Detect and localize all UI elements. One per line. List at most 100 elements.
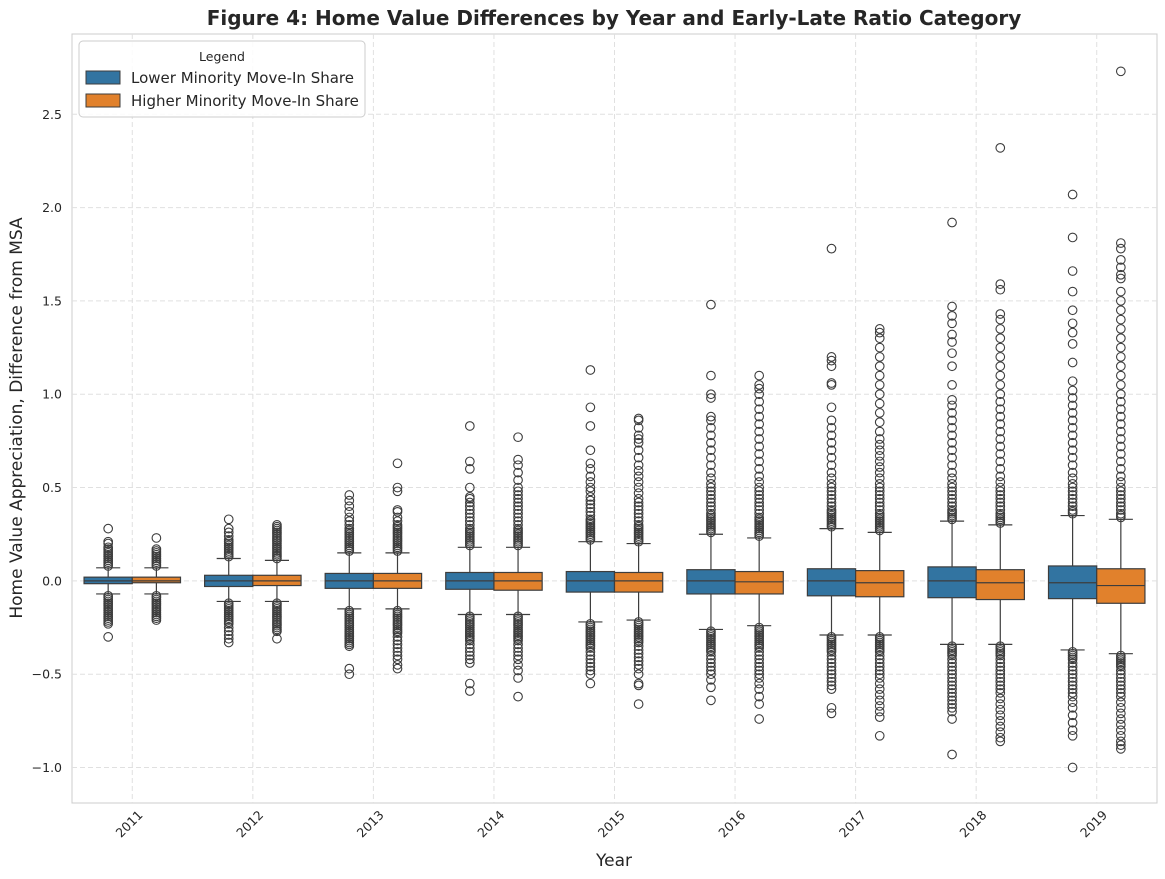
outlier-point — [826, 708, 837, 719]
outlier-point — [464, 505, 475, 515]
outlier-point — [1115, 254, 1126, 265]
outlier-point — [633, 505, 644, 515]
outlier-point — [344, 512, 355, 523]
outlier-point — [706, 411, 716, 422]
outlier-point — [995, 361, 1006, 372]
outlier-point — [874, 333, 885, 344]
outlier-point — [1115, 464, 1126, 474]
outlier-point — [826, 422, 837, 433]
outlier-point — [995, 449, 1006, 459]
outlier-point — [947, 695, 957, 706]
outlier-point — [1115, 370, 1126, 381]
outlier-point — [947, 473, 957, 484]
outlier-point — [874, 478, 885, 489]
outlier-point — [706, 478, 716, 489]
outlier-point — [995, 736, 1006, 747]
outlier-point — [585, 486, 596, 497]
outlier-point — [995, 501, 1006, 512]
outlier-point — [464, 678, 475, 689]
outlier-point — [874, 497, 885, 508]
outlier-point — [1115, 736, 1126, 747]
grid — [72, 34, 1157, 803]
outlier-point — [706, 467, 716, 478]
outlier-point — [826, 505, 837, 515]
outlier-point — [1115, 708, 1126, 719]
y-axis-ticks: −1.0 −0.5 0.0 0.5 1.0 1.5 2.0 2.5 — [32, 107, 62, 775]
outlier-point — [947, 673, 957, 683]
outlier-point — [633, 508, 644, 519]
box-lower-2017 — [806, 243, 857, 719]
outlier-point — [513, 512, 523, 523]
outlier-point — [1115, 673, 1126, 683]
outlier-point — [223, 531, 234, 541]
outlier-point — [826, 673, 837, 683]
outlier-point — [392, 660, 403, 670]
outlier-point — [1115, 66, 1126, 77]
outlier-point — [826, 430, 837, 441]
outlier-point — [706, 430, 716, 441]
outlier-point — [826, 654, 837, 665]
outlier-point — [995, 727, 1006, 737]
outlier-point — [1067, 482, 1078, 493]
outlier-point — [874, 661, 885, 672]
outlier-point — [1067, 684, 1078, 694]
outlier-point — [633, 656, 644, 666]
outlier-point — [1067, 385, 1078, 396]
outlier-point — [585, 506, 596, 517]
outlier-point — [1067, 665, 1078, 676]
outlier-point — [1115, 661, 1126, 672]
outlier-point — [223, 637, 234, 648]
outlier-point — [995, 490, 1006, 500]
outlier-point — [1115, 419, 1126, 429]
outlier-point — [754, 646, 765, 657]
outlier-point — [633, 465, 644, 476]
outlier-point — [1115, 273, 1126, 284]
outlier-point — [995, 505, 1006, 515]
outlier-point — [151, 544, 162, 555]
iqr-box — [131, 576, 182, 584]
outlier-point — [754, 669, 765, 680]
outlier-point — [826, 378, 837, 388]
outlier-point — [706, 482, 716, 493]
outlier-point — [392, 482, 403, 493]
outlier-point — [995, 143, 1006, 153]
outlier-point — [1067, 493, 1078, 504]
outlier-point — [754, 426, 765, 437]
outlier-point — [826, 402, 837, 413]
outlier-point — [1067, 327, 1078, 338]
outlier-point — [585, 646, 596, 657]
legend-label-lower: Lower Minority Move-In Share — [131, 69, 354, 87]
outlier-point — [874, 490, 885, 500]
outlier-point — [1115, 342, 1126, 353]
outlier-point — [706, 501, 716, 512]
outlier-point — [826, 646, 837, 657]
y-tick-label: 2.5 — [42, 107, 62, 122]
outlier-point — [1067, 437, 1078, 448]
outlier-point — [585, 654, 596, 665]
outlier-point — [633, 520, 644, 530]
box-lower-2011 — [83, 523, 133, 642]
outlier-point — [1067, 725, 1078, 736]
outlier-point — [995, 389, 1006, 400]
outlier-point — [585, 503, 596, 513]
outlier-point — [947, 408, 957, 418]
outlier-point — [754, 684, 765, 694]
outlier-point — [995, 426, 1006, 437]
outlier-point — [995, 732, 1006, 743]
outlier-point — [344, 490, 355, 500]
outlier-point — [585, 669, 596, 680]
iqr-box — [855, 570, 905, 598]
outlier-point — [464, 421, 475, 431]
outlier-point — [754, 471, 765, 482]
outlier-point — [754, 449, 765, 459]
legend-label-higher: Higher Minority Move-In Share — [131, 92, 359, 110]
outlier-point — [585, 678, 596, 689]
outlier-point — [513, 691, 523, 702]
outlier-point — [706, 674, 716, 685]
outlier-point — [874, 370, 885, 381]
outlier-point — [826, 661, 837, 672]
outlier-point — [754, 441, 765, 452]
outlier-point — [826, 676, 837, 687]
plot-area — [71, 33, 1158, 804]
outlier-point — [706, 646, 716, 657]
